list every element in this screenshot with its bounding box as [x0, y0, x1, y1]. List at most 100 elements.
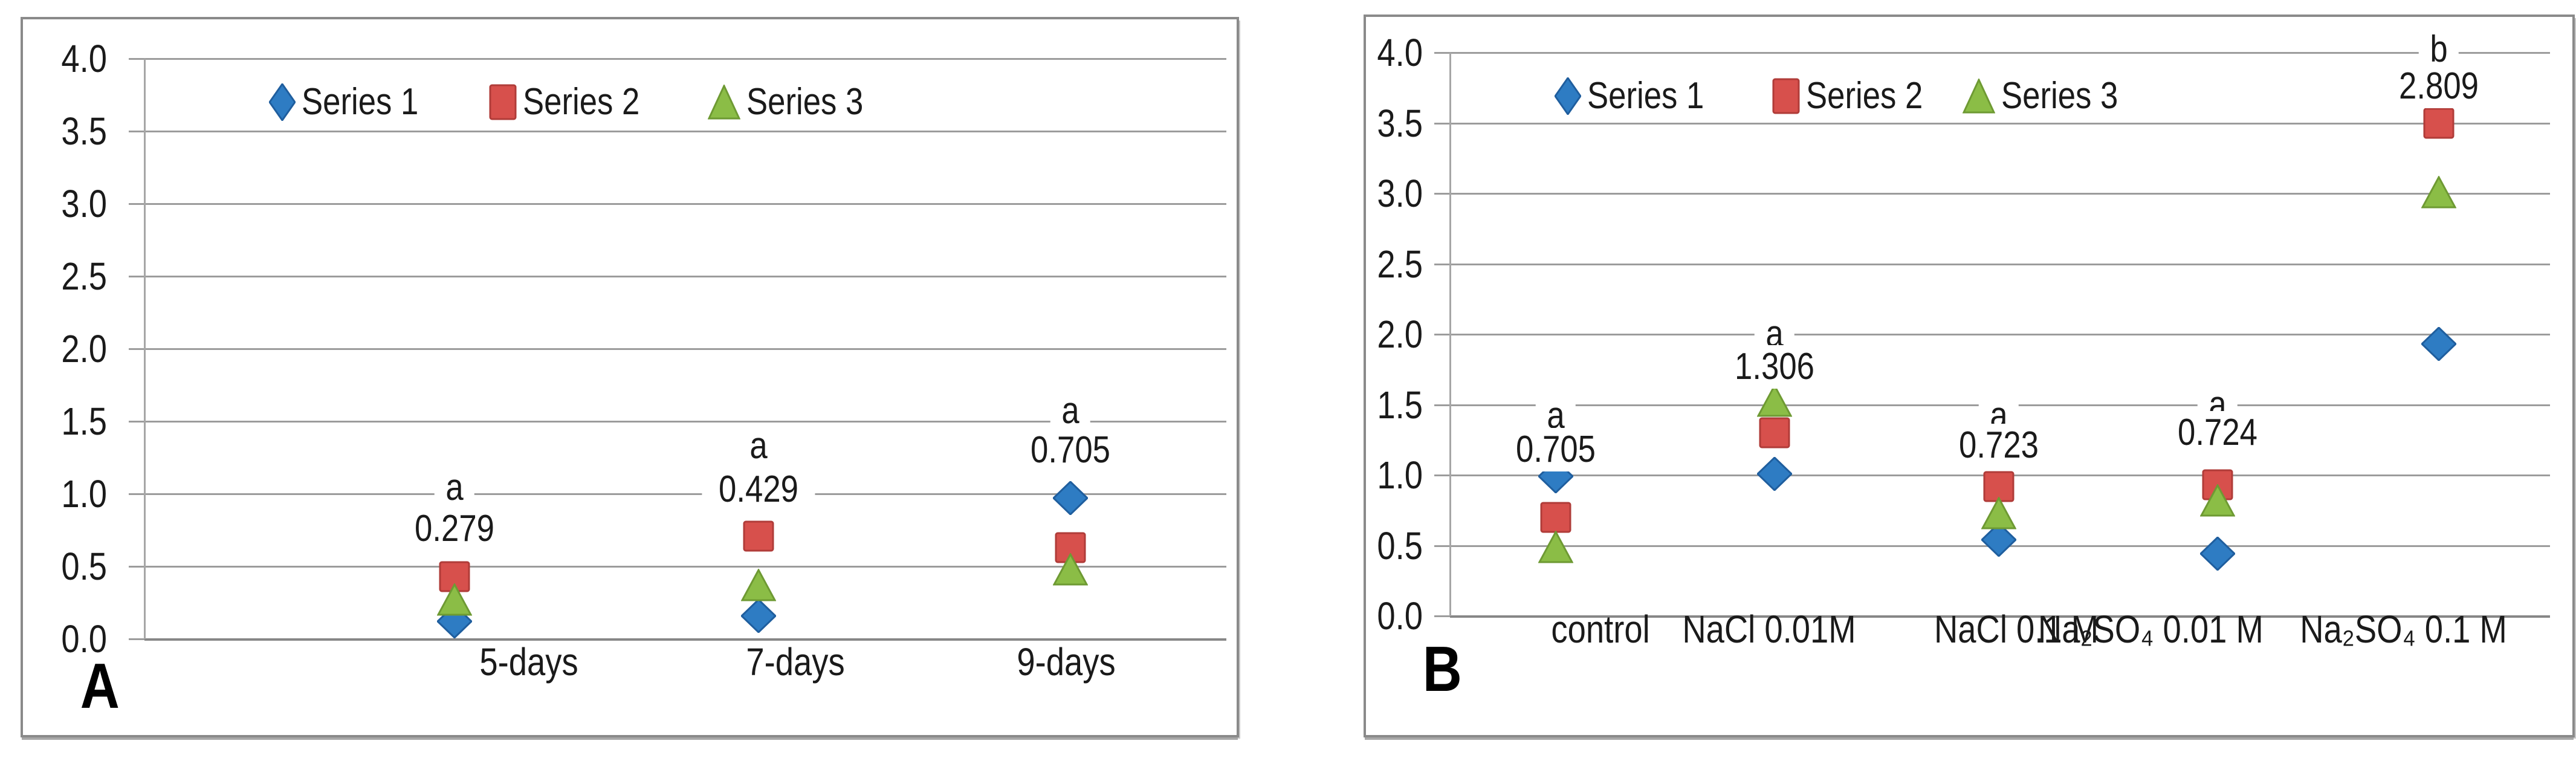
gridline — [144, 203, 1226, 205]
y-axis-tick-label: 0.0 — [23, 617, 107, 661]
square-marker-icon — [489, 84, 517, 120]
gridline — [1450, 264, 2550, 265]
mean-value-label: 0.723 — [1942, 424, 2056, 467]
legend-label-text: Series 3 — [746, 81, 864, 123]
x-axis-line — [1450, 615, 2550, 618]
y-axis-tick-mark — [129, 348, 144, 350]
triangle-shape — [1052, 552, 1089, 586]
x-axis-category-label: NaCl 0.01M — [1576, 605, 1963, 653]
y-axis-tick-label: 2.5 — [23, 254, 107, 299]
triangle-marker-icon — [1052, 552, 1089, 586]
y-axis-tick-mark — [1434, 404, 1450, 406]
y-axis-tick-text: 1.0 — [61, 472, 107, 516]
triangle-marker-icon — [707, 83, 741, 120]
y-axis-tick-label: 1.0 — [1366, 453, 1423, 497]
y-axis-tick-label: 3.5 — [1366, 101, 1423, 146]
x-axis-category-text: NaCl 0.1 M — [1934, 607, 2099, 651]
data-point-diamond — [2420, 326, 2458, 364]
x-axis-category-label: 7-days — [602, 638, 989, 686]
diamond-marker-icon — [268, 82, 296, 122]
significance-letter-text: a — [445, 467, 464, 508]
x-axis-category-text: 9-days — [1017, 640, 1116, 684]
y-axis-tick-label: 0.5 — [1366, 523, 1423, 568]
legend-label: Series 3 — [746, 81, 884, 123]
data-point-square — [1759, 417, 1790, 452]
data-point-triangle — [436, 582, 473, 619]
y-axis-tick-mark — [1434, 123, 1450, 125]
triangle-shape — [2421, 175, 2457, 209]
data-point-triangle — [1756, 383, 1793, 420]
legend-label: Series 3 — [2001, 75, 2138, 117]
diamond-marker-icon — [1554, 76, 1582, 116]
gridline — [144, 566, 1226, 568]
x-axis-category-label: 5-days — [335, 638, 722, 686]
square-marker-icon — [2423, 108, 2455, 139]
legend-item — [489, 84, 517, 123]
triangle-marker-icon — [436, 582, 473, 616]
mean-value-text: 0.279 — [415, 508, 494, 549]
x-axis-line — [144, 638, 1226, 641]
y-axis-tick-text: 1.5 — [1377, 383, 1423, 427]
y-axis-line — [144, 59, 146, 639]
x-axis-category-text: Na₂SO₄ 0.01 M — [2037, 607, 2264, 651]
gridline — [1450, 123, 2550, 125]
legend-item — [1962, 77, 1996, 117]
y-axis-tick-mark — [1434, 545, 1450, 547]
data-point-diamond — [1980, 522, 2018, 560]
mean-value-text: 1.306 — [1735, 346, 1814, 387]
gridline — [144, 421, 1226, 423]
y-axis-tick-label: 0.5 — [23, 544, 107, 589]
diamond-shape — [2199, 536, 2236, 572]
x-axis-category-text: Na₂SO₄ 0.1 M — [2300, 607, 2508, 651]
y-axis-tick-label: 3.5 — [23, 109, 107, 154]
y-axis-tick-text: 0.5 — [1377, 524, 1423, 568]
diamond-marker-icon — [1756, 456, 1793, 492]
y-axis-line — [1449, 53, 1451, 616]
legend-label-text: Series 3 — [2001, 75, 2118, 117]
y-axis-tick-text: 4.0 — [1377, 31, 1423, 74]
legend-item — [1772, 78, 1800, 117]
significance-letter-text: a — [749, 425, 768, 467]
square-shape — [489, 84, 517, 120]
y-axis-tick-text: 3.0 — [1377, 172, 1423, 215]
triangle-marker-icon — [2421, 175, 2457, 209]
data-point-triangle — [740, 568, 777, 604]
data-point-diamond — [2199, 536, 2236, 574]
diamond-marker-icon — [2420, 326, 2458, 362]
y-axis-tick-label: 2.0 — [1366, 312, 1423, 357]
x-axis-category-text: NaCl 0.01M — [1682, 607, 1856, 651]
gridline — [1450, 334, 2550, 335]
y-axis-tick-label: 3.0 — [23, 181, 107, 226]
x-axis-category-label: NaCl 0.1 M — [1823, 605, 2210, 653]
y-axis-tick-text: 3.5 — [1377, 102, 1423, 145]
square-shape — [1772, 78, 1800, 114]
y-axis-tick-mark — [129, 276, 144, 277]
triangle-marker-icon — [1756, 383, 1793, 417]
y-axis-tick-text: 2.5 — [1377, 242, 1423, 286]
mean-value-text: 0.723 — [1959, 424, 2039, 466]
legend-item — [707, 83, 741, 123]
x-axis-category-text: control — [1551, 607, 1650, 651]
square-shape — [743, 520, 774, 552]
y-axis-tick-mark — [1434, 52, 1450, 54]
data-point-square — [743, 520, 774, 555]
triangle-marker-icon — [1962, 77, 1996, 114]
diamond-marker-icon — [740, 598, 777, 634]
panel-letter-b: B — [1422, 633, 1462, 705]
data-point-triangle — [1538, 529, 1574, 566]
y-axis-tick-mark — [1434, 474, 1450, 476]
y-axis-tick-mark — [129, 203, 144, 205]
diamond-marker-icon — [1052, 480, 1089, 516]
x-axis-category-label: 9-days — [873, 638, 1260, 686]
square-shape — [1759, 417, 1790, 449]
square-marker-icon — [743, 520, 774, 552]
mean-value-text: 0.724 — [2178, 412, 2257, 453]
data-point-triangle — [2421, 175, 2457, 212]
mean-value-text: 0.705 — [1516, 429, 1596, 470]
y-axis-tick-text: 2.0 — [61, 327, 107, 371]
mean-value-text: 2.809 — [2399, 65, 2479, 107]
y-axis-tick-text: 0.0 — [61, 617, 107, 661]
x-axis-category-label: Na₂SO₄ 0.01 M — [1957, 605, 2344, 653]
diamond-shape — [1052, 480, 1089, 516]
y-axis-tick-label: 3.0 — [1366, 171, 1423, 216]
